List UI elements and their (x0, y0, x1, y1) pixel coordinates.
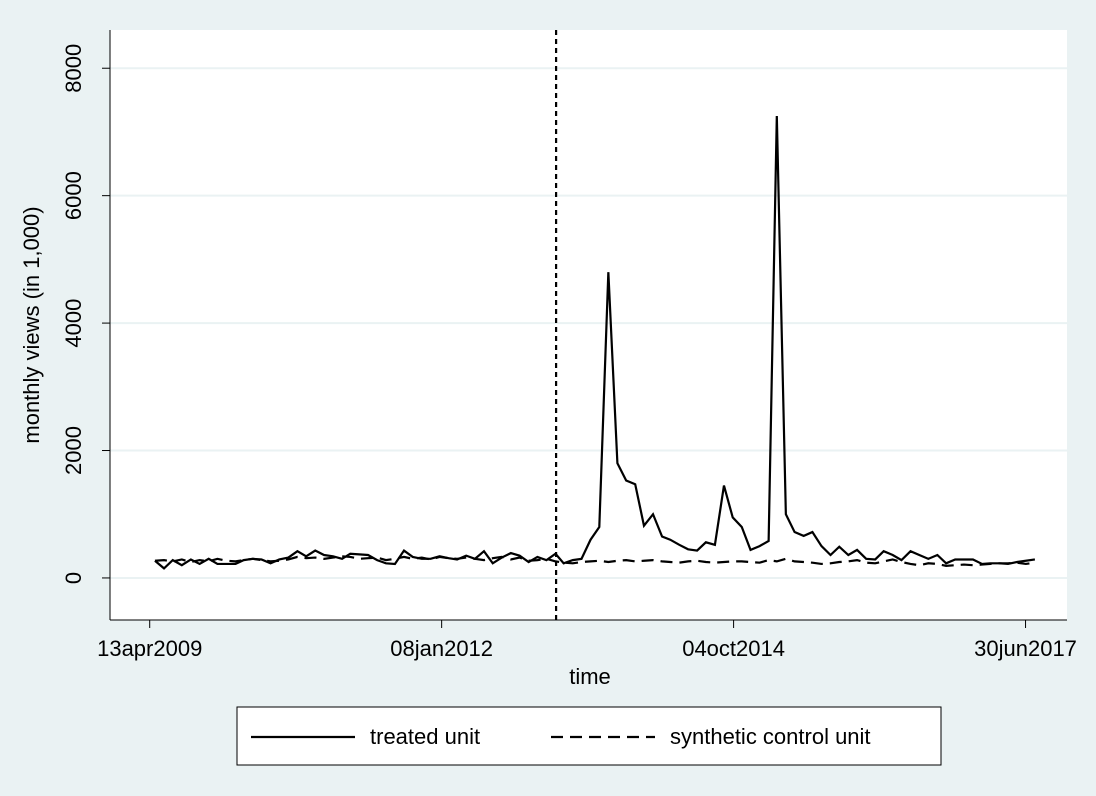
y-tick-label: 4000 (61, 299, 86, 348)
x-tick-label: 30jun2017 (974, 636, 1077, 661)
y-tick-label: 2000 (61, 426, 86, 475)
y-tick-label: 0 (61, 572, 86, 584)
plot-area (110, 30, 1067, 620)
y-tick-label: 8000 (61, 44, 86, 93)
series-line (154, 115, 1036, 570)
legend-label: synthetic control unit (670, 724, 871, 749)
y-axis-title: monthly views (in 1,000) (19, 206, 44, 443)
x-tick-label: 08jan2012 (390, 636, 493, 661)
series-line (154, 555, 1036, 567)
x-axis-title: time (569, 664, 611, 689)
x-tick-label: 13apr2009 (97, 636, 202, 661)
x-tick-label: 04oct2014 (682, 636, 785, 661)
y-tick-label: 6000 (61, 171, 86, 220)
legend-label: treated unit (370, 724, 480, 749)
